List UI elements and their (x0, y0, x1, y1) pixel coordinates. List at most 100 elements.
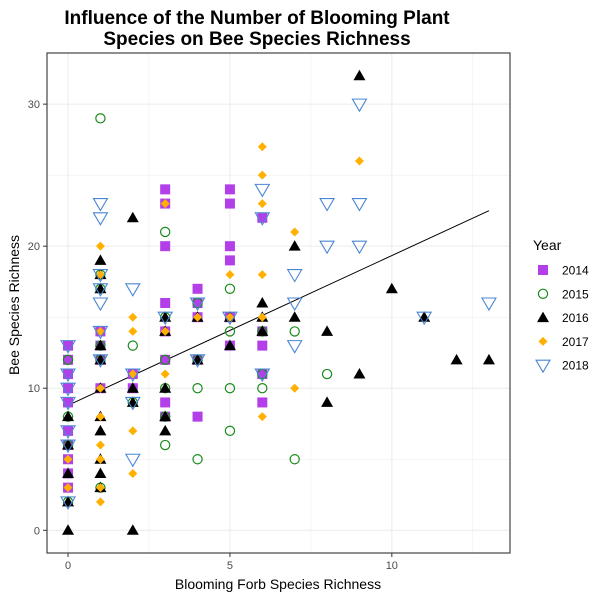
data-point-2017 (257, 270, 267, 280)
x-tick-label: 10 (386, 560, 398, 572)
data-point-2015 (159, 439, 171, 451)
legend-item-2015: 2015 (537, 287, 589, 301)
data-point-2018 (92, 297, 109, 312)
data-point-2015 (62, 354, 74, 366)
data-point-2018 (60, 396, 77, 411)
data-point-2018 (189, 354, 206, 368)
data-point-2017 (257, 142, 267, 152)
data-point-2017 (354, 156, 364, 166)
data-point-2017 (290, 383, 300, 393)
data-point-2015 (192, 454, 203, 465)
data-point-2017 (128, 426, 138, 436)
data-point-2016 (482, 353, 495, 365)
data-point-2016 (385, 282, 398, 294)
data-point-2015 (224, 283, 236, 294)
data-point-2018 (286, 297, 303, 312)
data-point-2017 (257, 199, 267, 209)
y-tick-label: 20 (28, 241, 40, 253)
data-point-2016 (126, 382, 139, 393)
data-point-2018 (480, 297, 497, 312)
data-point-2017 (193, 312, 203, 322)
data-point-2016 (126, 524, 139, 535)
data-point-2017 (95, 383, 105, 393)
data-point-2018 (124, 453, 141, 468)
legend-item-2017: 2017 (538, 335, 589, 349)
data-point-2016 (62, 410, 75, 422)
legend-key-2018 (535, 359, 551, 374)
data-point-2018 (60, 439, 77, 454)
legend-key-2016 (537, 311, 549, 323)
data-point-2016 (94, 339, 107, 351)
data-point-2016 (256, 297, 269, 308)
y-tick-label: 0 (34, 525, 40, 537)
data-point-2015 (159, 226, 171, 238)
data-point-2014 (224, 241, 235, 252)
data-point-2017 (290, 227, 300, 237)
data-point-2017 (63, 454, 73, 464)
data-point-2018 (351, 98, 368, 113)
data-point-2017 (128, 312, 138, 322)
data-point-2018 (124, 283, 141, 297)
legend-item-2018: 2018 (535, 359, 589, 374)
data-point-2017 (95, 241, 105, 251)
data-point-2016 (159, 424, 172, 436)
data-point-2018 (351, 198, 368, 212)
chart-title-line-2: Species on Bee Species Richness (103, 29, 410, 50)
data-point-2018 (254, 368, 271, 383)
data-point-2017 (160, 326, 170, 336)
data-point-2015 (95, 113, 106, 124)
data-point-2014 (63, 369, 74, 380)
legend-label-2015: 2015 (562, 287, 589, 301)
data-point-2018 (92, 283, 109, 297)
data-point-2018 (60, 496, 77, 510)
data-point-2014 (160, 354, 171, 365)
data-point-2017 (95, 440, 105, 450)
legend-title: Year (533, 237, 562, 253)
legend-label-2014: 2014 (562, 264, 589, 278)
data-point-2016 (159, 410, 172, 422)
data-point-2014 (224, 198, 235, 209)
data-point-2016 (62, 524, 75, 535)
data-point-2015 (321, 368, 333, 380)
data-point-2015 (257, 383, 268, 394)
data-point-2018 (221, 311, 238, 326)
data-point-2015 (127, 340, 139, 351)
data-point-2016 (94, 254, 107, 265)
data-point-2016 (353, 69, 366, 81)
data-point-2018 (189, 297, 206, 312)
data-point-2016 (94, 424, 107, 436)
data-point-2016 (450, 353, 463, 365)
data-point-2014 (160, 298, 171, 308)
data-point-2014 (257, 340, 268, 351)
data-point-2016 (159, 382, 172, 393)
x-tick-label: 5 (227, 560, 233, 572)
data-point-2014 (257, 369, 268, 380)
data-point-2014 (224, 184, 235, 195)
plot-border (46, 52, 511, 554)
data-point-2016 (256, 325, 269, 336)
data-point-2016 (126, 211, 139, 223)
data-point-2014 (63, 354, 74, 365)
data-point-2018 (319, 198, 336, 212)
data-point-2017 (257, 312, 267, 322)
data-point-2018 (124, 368, 141, 383)
data-point-2018 (254, 212, 271, 226)
legend-key-2014 (538, 265, 548, 275)
data-point-2014 (192, 283, 203, 294)
plot-panel (47, 53, 510, 553)
data-point-2017 (160, 199, 170, 209)
legend-item-2016: 2016 (537, 311, 589, 325)
data-point-2015 (192, 383, 203, 394)
chart-title-line-1: Influence of the Number of Blooming Plan… (64, 8, 450, 29)
data-point-2016 (288, 240, 301, 251)
data-point-2018 (319, 240, 336, 255)
data-point-2017 (95, 497, 105, 507)
data-point-2014 (192, 298, 203, 308)
legend-label-2017: 2017 (562, 335, 589, 349)
data-point-2014 (160, 397, 171, 408)
data-point-2017 (128, 468, 138, 478)
data-point-2015 (224, 425, 236, 437)
data-point-2016 (321, 396, 334, 407)
data-point-2018 (351, 240, 368, 255)
